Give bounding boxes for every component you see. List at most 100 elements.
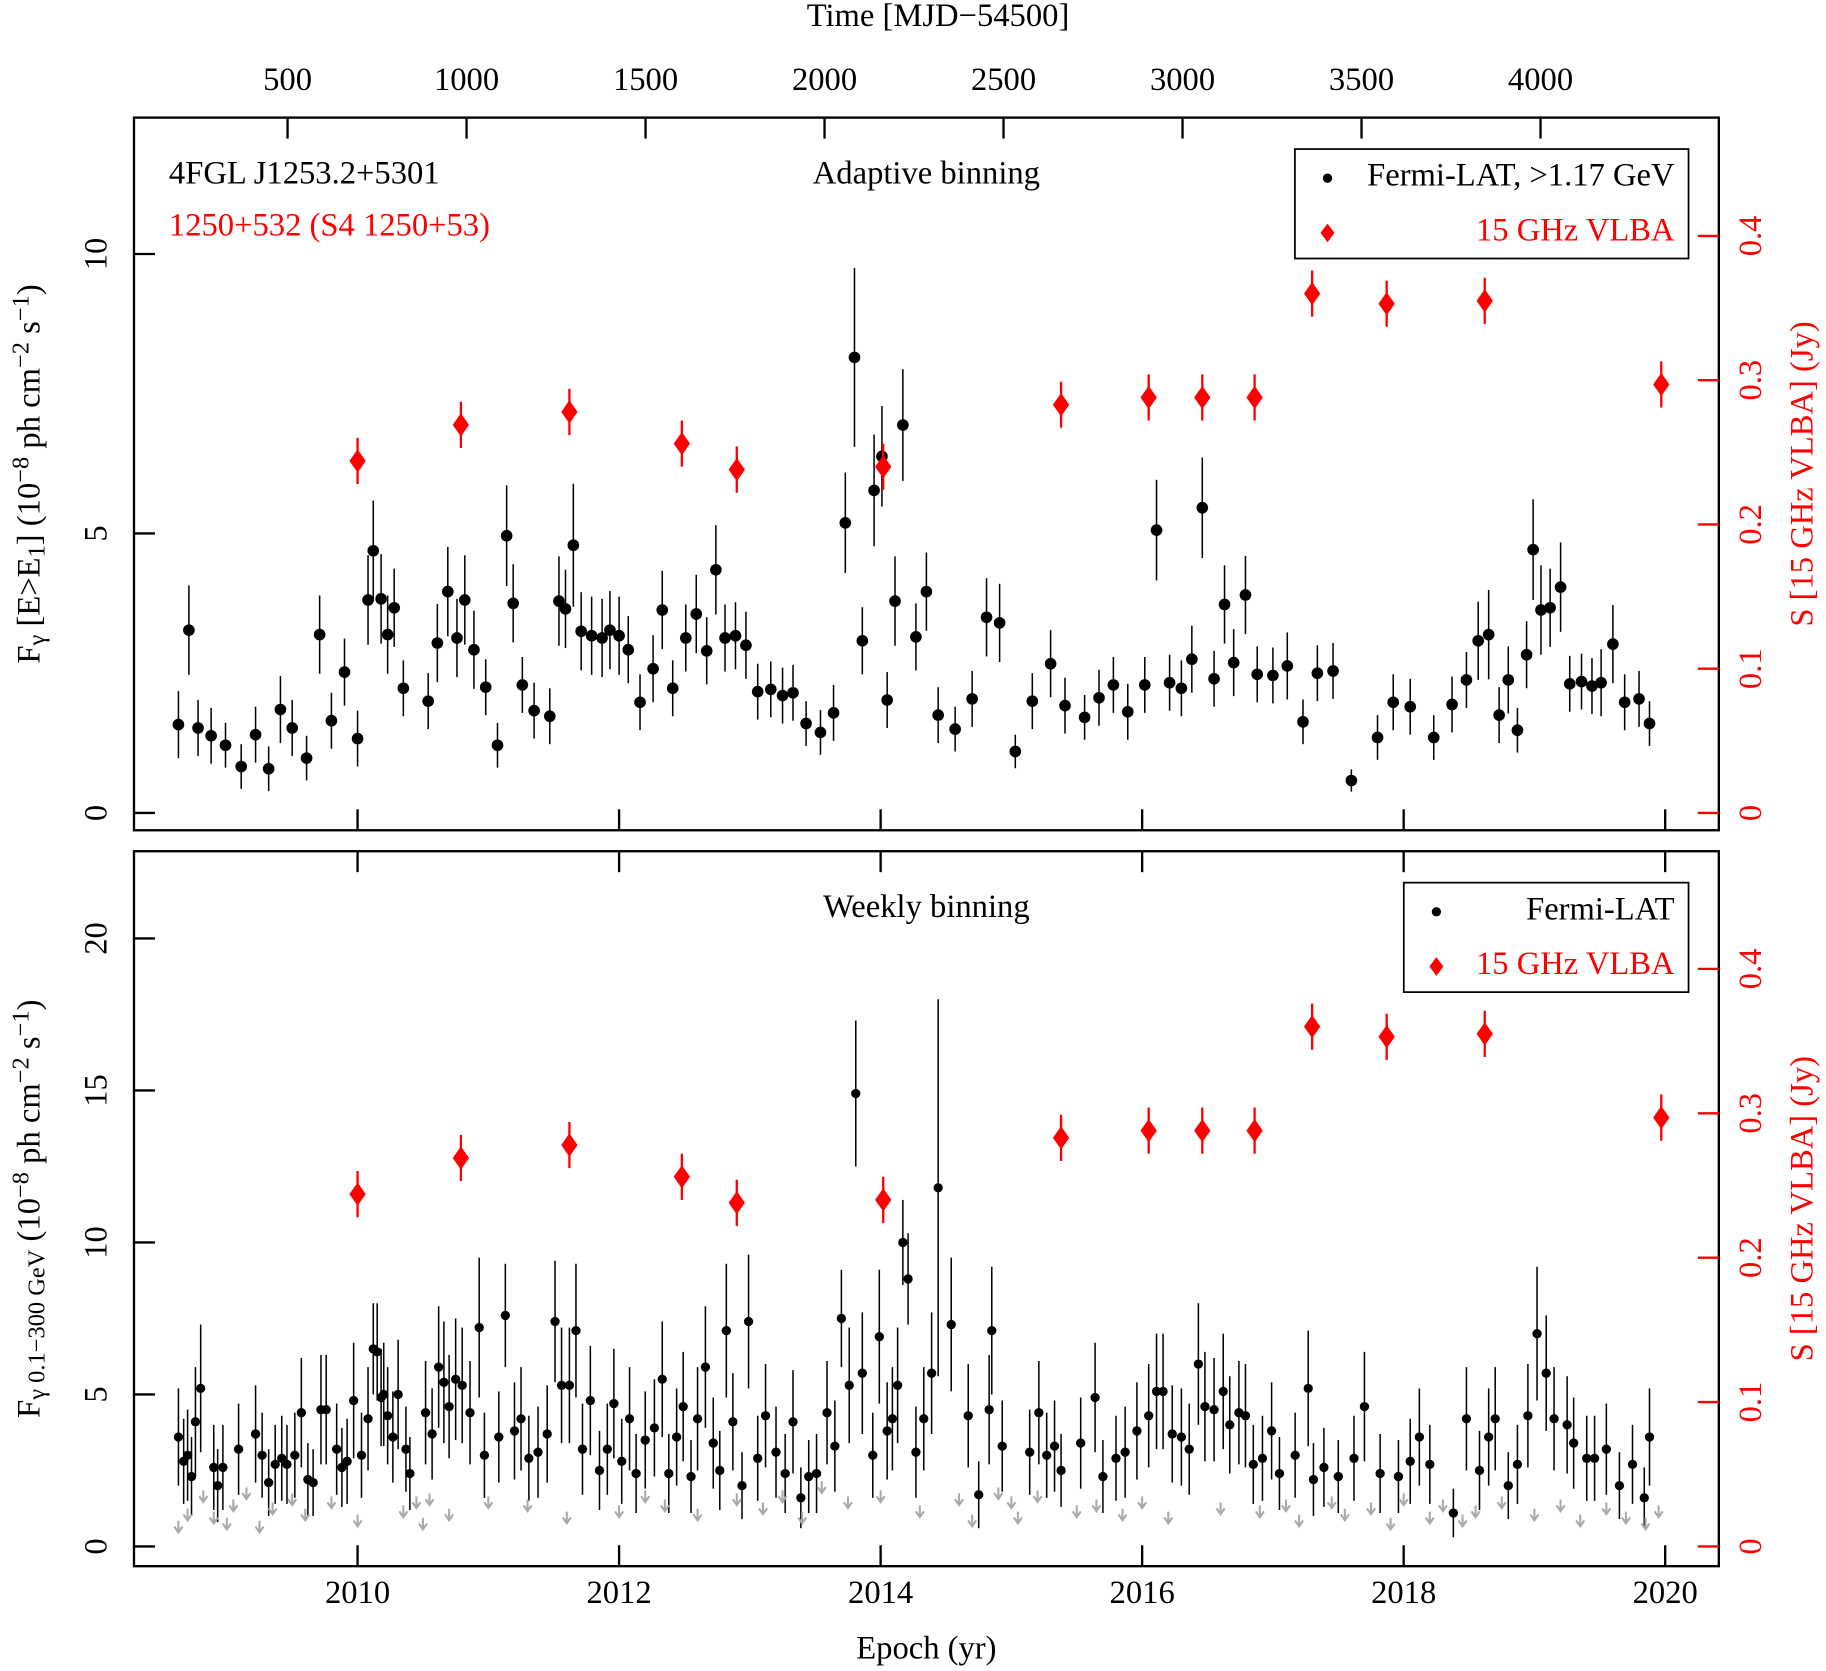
data-point <box>787 686 799 699</box>
data-point <box>949 723 961 735</box>
data-point <box>830 1441 840 1451</box>
data-point <box>613 629 625 642</box>
upper-limit <box>1366 1502 1376 1516</box>
data-point <box>700 1362 711 1372</box>
data-point <box>839 517 852 529</box>
y-axis-label-part: −8 <box>8 1172 35 1198</box>
data-point <box>1476 1022 1493 1046</box>
upper-limit <box>614 1505 625 1520</box>
y-axis-label-part: ph cm <box>12 368 48 457</box>
data-point <box>444 1401 454 1412</box>
data-point <box>250 1429 261 1439</box>
data-point <box>596 632 608 644</box>
upper-limit <box>993 1487 1004 1501</box>
upper-limit <box>1071 1505 1082 1520</box>
data-point <box>282 1459 292 1470</box>
data-point <box>1144 1411 1154 1421</box>
data-point <box>262 762 275 775</box>
y2-tick-label: 0.4 <box>1733 216 1769 257</box>
data-point <box>1378 292 1395 316</box>
data-point <box>666 682 679 695</box>
data-point <box>1627 1459 1638 1470</box>
annotation: 1250+532 (S4 1250+53) <box>169 208 490 244</box>
upper-limit <box>1117 1508 1128 1523</box>
data-point <box>1319 1462 1329 1473</box>
upper-limit <box>1385 1517 1396 1532</box>
y2-tick-label: 0 <box>1733 805 1769 821</box>
upper-limit <box>1398 1493 1409 1507</box>
data-point <box>1607 638 1619 650</box>
data-point <box>1414 1432 1425 1442</box>
data-point <box>1251 668 1264 681</box>
data-point <box>1633 693 1645 705</box>
upper-limit <box>1437 1499 1448 1513</box>
y-axis-label-part: s <box>12 1036 48 1057</box>
data-point <box>1239 589 1252 601</box>
upper-limit <box>1653 1505 1664 1520</box>
upper-limit <box>398 1505 409 1520</box>
data-point <box>431 637 444 649</box>
y-axis-label-part: (10 <box>12 1198 48 1250</box>
data-point <box>708 1438 718 1448</box>
data-point <box>561 400 578 424</box>
data-point <box>375 593 387 605</box>
data-point <box>1111 1453 1121 1463</box>
upper-limit <box>267 1502 278 1516</box>
data-point <box>1476 289 1493 313</box>
data-point <box>351 732 364 745</box>
data-point <box>479 681 492 693</box>
data-point <box>926 1368 937 1378</box>
y2-tick-label: 0.4 <box>1733 949 1769 990</box>
data-point <box>1387 696 1400 709</box>
upper-limit <box>1575 1514 1586 1529</box>
data-point <box>1643 717 1656 730</box>
data-point <box>1446 698 1458 711</box>
x-tick-label: 2016 <box>1110 1575 1175 1611</box>
data-point <box>349 1182 366 1206</box>
data-point <box>740 639 752 652</box>
data-point <box>349 449 366 473</box>
y2-tick-label: 0 <box>1733 1538 1769 1554</box>
upper-limit <box>241 1487 252 1501</box>
data-point <box>851 1088 861 1099</box>
upper-limit <box>1091 1499 1102 1513</box>
data-point <box>1311 667 1324 680</box>
data-point <box>1569 1438 1579 1448</box>
data-point <box>1601 1444 1612 1454</box>
y2-tick-label: 0.3 <box>1733 1093 1769 1134</box>
data-point <box>690 608 703 620</box>
data-point <box>997 1441 1007 1451</box>
upper-limit <box>797 1511 808 1526</box>
data-point <box>1246 1118 1263 1143</box>
upper-limit <box>1496 1496 1507 1510</box>
data-point <box>1405 1456 1415 1466</box>
data-point <box>686 1471 696 1482</box>
x2-tick-label: 3000 <box>1150 62 1215 98</box>
upper-limit <box>1012 1511 1023 1526</box>
panel-title: Weekly binning <box>823 889 1029 925</box>
upper-limit <box>1294 1514 1304 1529</box>
data-point <box>561 1133 578 1157</box>
data-point <box>422 695 435 707</box>
data-point <box>868 1450 878 1460</box>
data-point <box>550 1316 560 1327</box>
data-point <box>1025 1447 1035 1457</box>
data-point <box>1044 657 1057 670</box>
data-point <box>1511 724 1524 737</box>
data-point <box>321 1404 331 1415</box>
data-point <box>1544 601 1556 614</box>
data-point <box>1523 1411 1533 1421</box>
data-point <box>640 1435 650 1445</box>
data-point <box>715 1465 725 1476</box>
data-point <box>679 632 692 644</box>
data-point <box>1586 680 1598 692</box>
data-point <box>678 1401 688 1412</box>
data-point <box>1196 501 1209 514</box>
data-point <box>966 693 978 705</box>
data-point <box>1208 672 1220 685</box>
upper-limit <box>411 1496 422 1510</box>
data-point <box>190 1417 201 1427</box>
data-point <box>634 696 646 709</box>
data-point <box>728 457 745 482</box>
data-point <box>172 718 185 731</box>
